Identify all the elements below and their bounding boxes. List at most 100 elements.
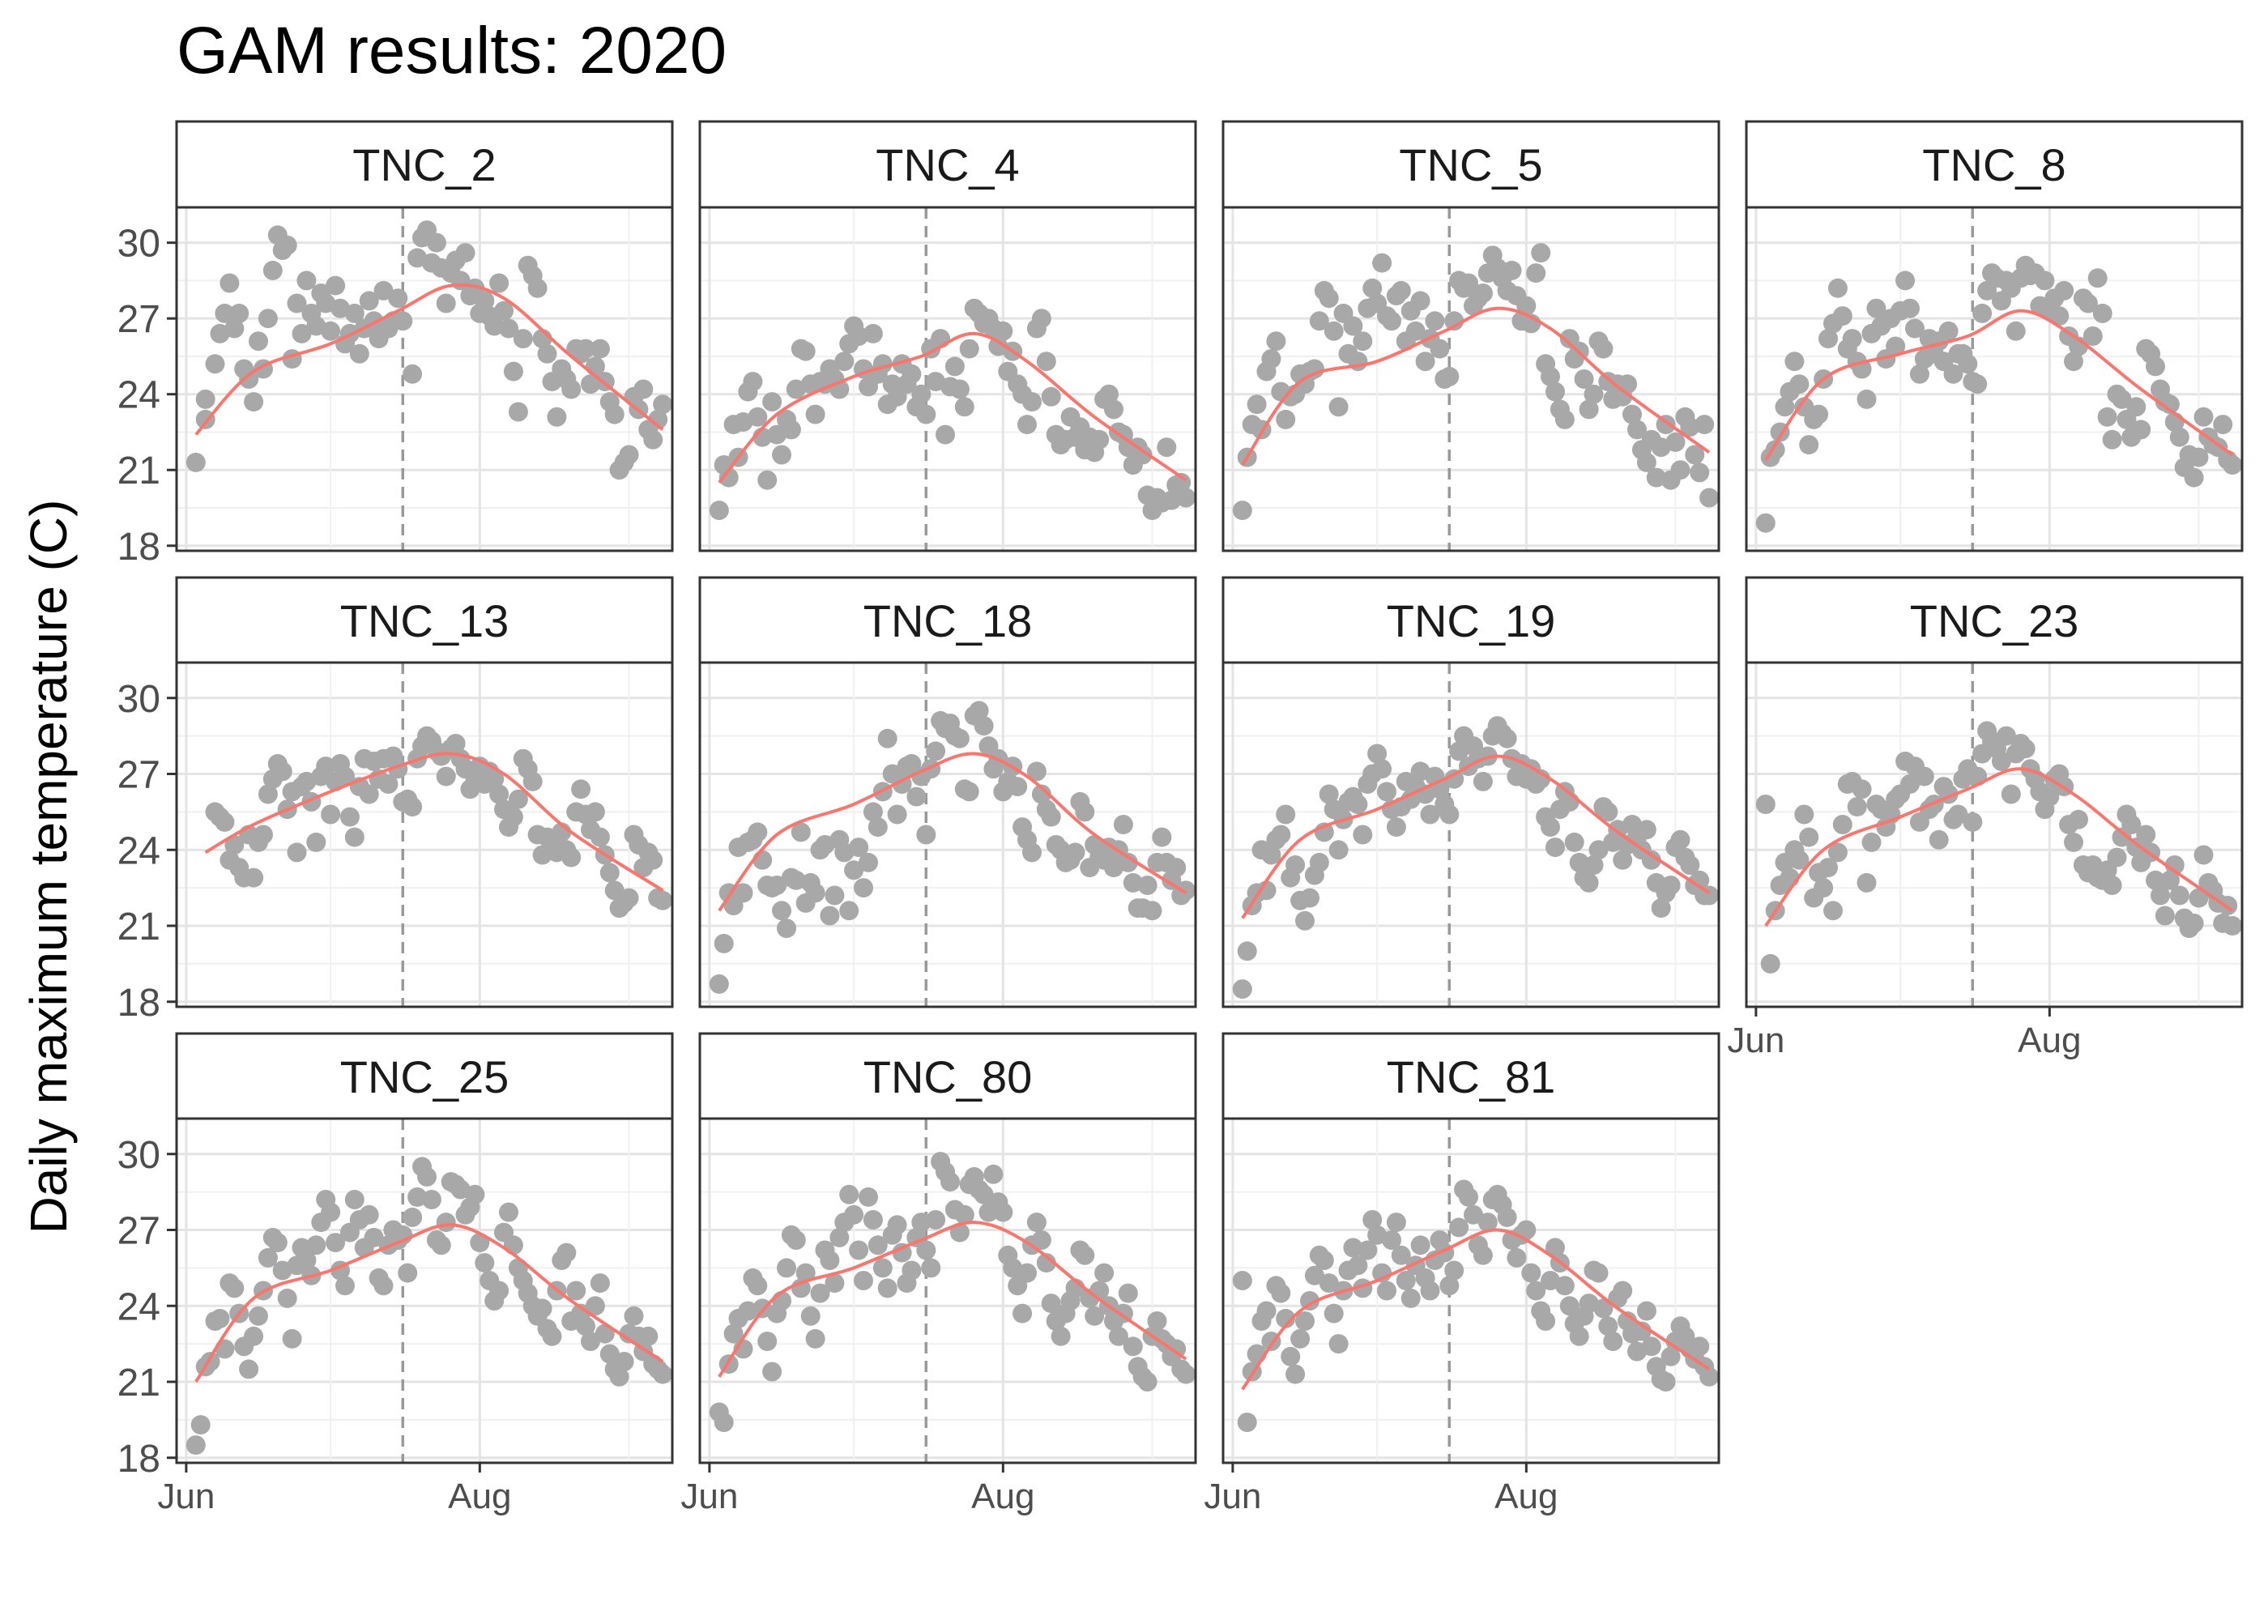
y-tick-label: 18 bbox=[117, 982, 160, 1025]
data-point bbox=[1789, 850, 1810, 870]
data-point bbox=[542, 1326, 562, 1346]
data-point bbox=[1118, 1283, 1138, 1303]
data-point bbox=[2035, 271, 2055, 291]
data-point bbox=[2169, 427, 2189, 447]
data-point bbox=[1895, 271, 1916, 291]
data-point bbox=[229, 303, 249, 323]
data-point bbox=[239, 1359, 259, 1379]
data-point bbox=[254, 825, 273, 845]
data-point bbox=[949, 728, 970, 748]
data-point bbox=[1444, 311, 1464, 331]
data-point bbox=[1420, 804, 1440, 825]
data-point bbox=[2069, 809, 2088, 829]
data-point bbox=[1690, 1336, 1710, 1357]
data-point bbox=[2078, 293, 2098, 313]
data-point bbox=[407, 1187, 428, 1207]
data-point bbox=[825, 885, 845, 906]
data-point bbox=[436, 1213, 456, 1233]
data-point bbox=[2015, 739, 2036, 759]
facet-panel: TNC_2 18 21 24 27 30 bbox=[117, 120, 674, 569]
data-point bbox=[911, 384, 932, 404]
data-point bbox=[1755, 513, 1776, 533]
data-point bbox=[1415, 352, 1435, 372]
y-tick-label: 30 bbox=[117, 678, 160, 721]
data-point bbox=[244, 1326, 264, 1346]
data-point bbox=[1372, 253, 1392, 273]
data-point bbox=[475, 1253, 495, 1273]
data-point bbox=[1588, 1263, 1609, 1283]
data-point bbox=[1372, 759, 1392, 779]
data-point bbox=[902, 364, 922, 384]
y-tick-label: 24 bbox=[117, 829, 160, 872]
data-point bbox=[643, 429, 663, 450]
data-point bbox=[757, 1332, 778, 1351]
data-point bbox=[1065, 842, 1085, 863]
data-point bbox=[585, 802, 605, 822]
data-point bbox=[1157, 437, 1177, 458]
data-point bbox=[993, 321, 1013, 341]
data-point bbox=[1656, 1372, 1676, 1392]
data-point bbox=[321, 804, 341, 825]
data-point bbox=[1232, 979, 1252, 1000]
y-tick-label: 27 bbox=[117, 754, 160, 797]
data-point bbox=[1938, 321, 1959, 341]
data-point bbox=[373, 1276, 394, 1296]
data-point bbox=[757, 470, 778, 490]
data-point bbox=[877, 1278, 897, 1298]
data-point bbox=[1377, 1281, 1396, 1301]
data-point bbox=[1108, 1326, 1128, 1346]
data-point bbox=[2193, 407, 2214, 427]
data-point bbox=[1324, 1303, 1344, 1323]
data-point bbox=[1420, 1281, 1440, 1301]
data-point bbox=[205, 354, 225, 374]
data-point bbox=[1559, 1296, 1580, 1316]
data-point bbox=[321, 1202, 341, 1222]
data-point bbox=[1328, 840, 1349, 860]
data-point bbox=[1036, 1253, 1056, 1273]
data-point bbox=[805, 883, 825, 903]
data-point bbox=[1118, 852, 1138, 872]
data-point bbox=[810, 1283, 830, 1303]
data-point bbox=[2064, 352, 2083, 372]
data-point bbox=[1627, 420, 1647, 440]
data-point bbox=[1569, 1326, 1589, 1346]
data-point bbox=[1526, 1281, 1546, 1301]
facet-strip bbox=[1745, 120, 2244, 209]
data-point bbox=[224, 835, 245, 855]
data-point bbox=[781, 420, 801, 440]
data-point bbox=[556, 1243, 577, 1263]
data-point bbox=[1075, 802, 1095, 822]
data-point bbox=[762, 392, 782, 412]
data-point bbox=[1166, 1339, 1187, 1359]
data-point bbox=[609, 1366, 629, 1387]
data-point bbox=[1430, 339, 1450, 359]
data-point bbox=[849, 838, 869, 858]
data-point bbox=[1022, 392, 1042, 412]
data-point bbox=[296, 1251, 317, 1270]
data-point bbox=[2054, 280, 2074, 301]
data-point bbox=[267, 1233, 288, 1253]
data-point bbox=[1799, 435, 1819, 455]
data-point bbox=[2001, 784, 2021, 804]
gam-fit-line bbox=[204, 752, 664, 892]
data-point bbox=[1622, 404, 1642, 424]
data-point bbox=[1516, 1220, 1537, 1240]
y-tick-label: 24 bbox=[117, 1285, 160, 1328]
data-point bbox=[326, 275, 346, 296]
data-point bbox=[1276, 804, 1296, 825]
data-point bbox=[1603, 1332, 1623, 1351]
data-point bbox=[859, 852, 878, 872]
data-point bbox=[220, 273, 240, 293]
data-point bbox=[344, 1190, 364, 1209]
data-point bbox=[1295, 910, 1315, 931]
data-point bbox=[398, 1263, 418, 1283]
data-point bbox=[1473, 771, 1493, 791]
data-point bbox=[1266, 331, 1286, 352]
facet-strip bbox=[175, 576, 674, 665]
data-point bbox=[287, 842, 307, 863]
data-point bbox=[1377, 782, 1396, 802]
data-point bbox=[1309, 852, 1329, 872]
data-point bbox=[834, 352, 855, 372]
data-point bbox=[2112, 389, 2132, 409]
data-point bbox=[800, 1306, 821, 1326]
